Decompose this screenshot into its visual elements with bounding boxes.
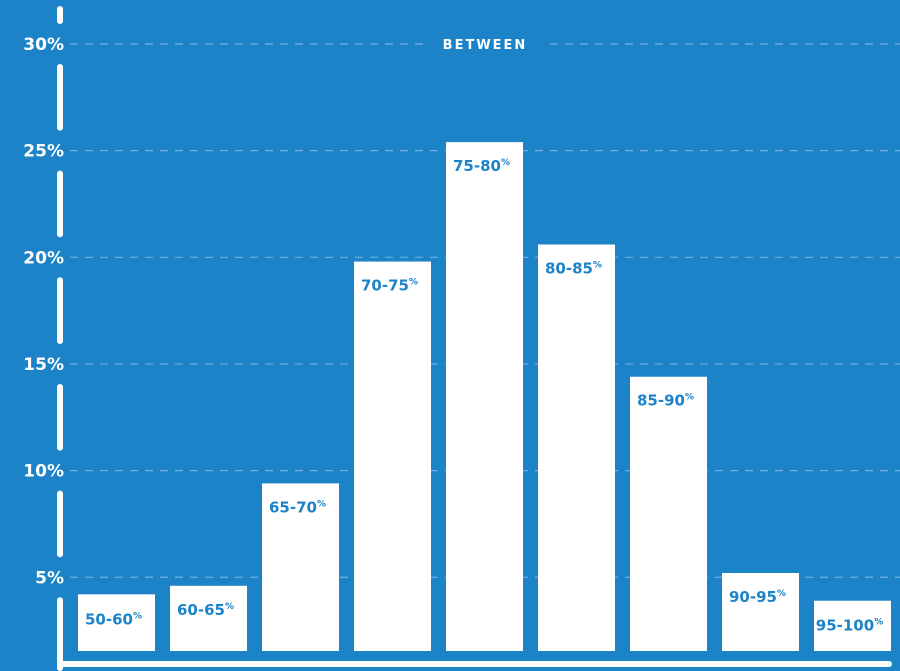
bar <box>814 600 891 651</box>
y-tick-label: 15% <box>23 355 64 375</box>
bar <box>170 585 247 651</box>
axis-segment <box>57 64 63 131</box>
axis-segment <box>57 597 63 671</box>
bar <box>722 572 799 651</box>
axis-segment <box>57 170 63 238</box>
bar-label: 50-60% <box>85 610 142 628</box>
y-tick-label: 5% <box>35 568 64 588</box>
bar <box>262 483 339 651</box>
y-axis <box>57 6 63 671</box>
bar <box>446 142 523 652</box>
annotation-background <box>423 34 547 54</box>
bar-label: 95-100% <box>816 617 883 635</box>
bar <box>354 261 431 651</box>
y-tick-label: 20% <box>23 248 64 268</box>
y-tick-label: 10% <box>23 462 64 482</box>
axis-segment <box>57 6 63 24</box>
y-tick-label: 25% <box>23 142 64 162</box>
bar-label: 70-75% <box>361 277 418 295</box>
bar-label: 75-80% <box>453 157 510 175</box>
bar-labels: 50-60% 60-65% 65-70% 70-75% 75-80% 80-85% 85-9… <box>85 157 883 635</box>
bar <box>630 376 707 651</box>
bar-label: 60-65% <box>177 601 234 619</box>
bar <box>538 244 615 651</box>
axis-segment <box>57 490 63 558</box>
bar <box>78 594 155 651</box>
bar-label: 90-95% <box>729 588 786 606</box>
bar-label: 85-90% <box>637 392 694 410</box>
bar-label: 80-85% <box>545 260 602 278</box>
y-tick-label: 30% <box>23 35 64 55</box>
axis-segment <box>57 277 63 344</box>
bar-label: 65-70% <box>269 498 326 516</box>
y-tick-labels: 5% 10% 15% 20% 25% 30% <box>23 35 64 588</box>
between-annotation: BETWEEN <box>443 38 528 53</box>
axis-segment <box>57 383 63 451</box>
bars <box>78 142 891 652</box>
x-axis-baseline <box>60 661 892 667</box>
